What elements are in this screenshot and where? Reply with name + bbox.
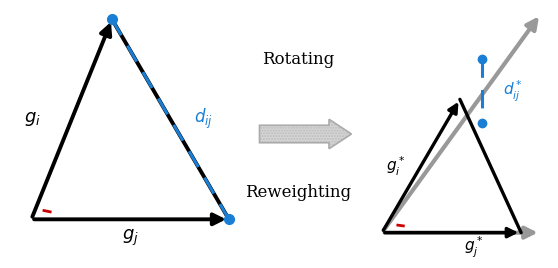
Text: Rotating: Rotating bbox=[262, 51, 335, 68]
Text: $g_i^*$: $g_i^*$ bbox=[386, 154, 406, 178]
Text: $g_j$: $g_j$ bbox=[122, 228, 138, 248]
FancyArrow shape bbox=[259, 119, 352, 149]
Text: Reweighting: Reweighting bbox=[246, 184, 352, 201]
FancyArrow shape bbox=[259, 119, 352, 149]
Text: $d_{ij}$: $d_{ij}$ bbox=[194, 107, 213, 131]
Text: $g_j^*$: $g_j^*$ bbox=[464, 235, 484, 260]
Text: $g_i$: $g_i$ bbox=[24, 110, 41, 128]
Text: $d_{ij}^*$: $d_{ij}^*$ bbox=[503, 79, 523, 104]
